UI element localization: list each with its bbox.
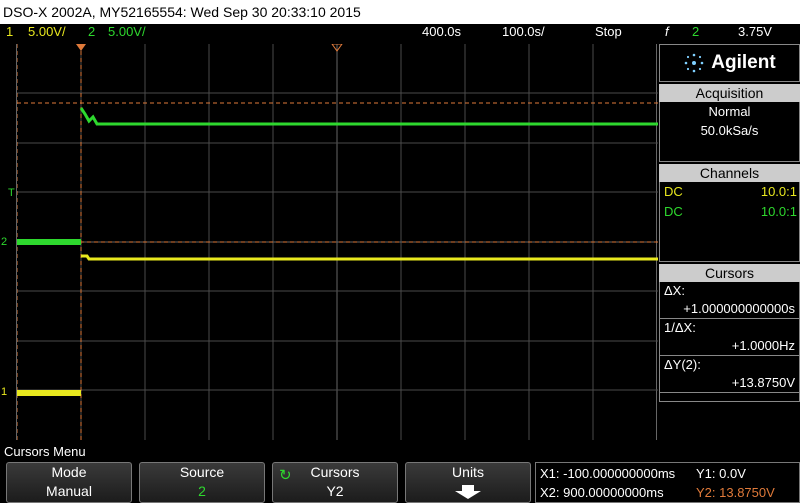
source-softkey[interactable]: Source 2	[139, 462, 265, 503]
y1-readout: Y1: 0.0V	[696, 466, 746, 481]
time-delay[interactable]: 400.0s	[422, 24, 462, 39]
down-arrow-icon	[455, 485, 481, 499]
acquisition-mode: Normal	[708, 104, 751, 119]
ch1-probe: 10.0:1	[760, 184, 797, 199]
channels-header: Channels	[659, 164, 800, 182]
ch1-scale[interactable]: 5.00V/	[28, 24, 66, 39]
cursors-softkey-title: Cursors	[310, 464, 360, 480]
mode-softkey-title: Mode	[51, 464, 87, 480]
ch2-coupling: DC	[664, 204, 683, 219]
graticule	[17, 44, 658, 440]
waveform-display[interactable]	[16, 44, 658, 440]
trigger-level[interactable]: 3.75V	[738, 24, 772, 39]
ch2-probe: 10.0:1	[760, 204, 797, 219]
trigger-level-marker[interactable]: T	[8, 187, 15, 199]
agilent-spark-icon	[684, 53, 704, 73]
time-scale[interactable]: 100.0s/	[502, 24, 545, 39]
acquisition-header: Acquisition	[659, 84, 800, 102]
cursors-softkey-value: Y2	[326, 483, 344, 499]
window-title: DSO-X 2002A, MY52165554: Wed Sep 30 20:3…	[0, 0, 800, 24]
cursors-softkey[interactable]: ↻ Cursors Y2	[272, 462, 398, 503]
rotate-knob-icon: ↻	[279, 467, 292, 484]
ch1-coupling: DC	[664, 184, 683, 199]
x2-readout: X2: 900.00000000ms	[540, 485, 664, 500]
ch1-number[interactable]: 1	[6, 24, 14, 39]
sample-rate: 50.0kSa/s	[700, 123, 759, 138]
ch2-ground-marker[interactable]: 2	[1, 236, 8, 248]
cursors-panel: ΔX: +1.000000000000s 1/ΔX: +1.0000Hz ΔY(…	[659, 282, 800, 402]
units-softkey-title: Units	[452, 464, 484, 480]
ch2-number[interactable]: 2	[88, 24, 96, 39]
ch1-trace	[81, 254, 658, 261]
menu-title: Cursors Menu	[4, 444, 86, 459]
grid-lines	[17, 44, 658, 440]
inv-delta-x-value: +1.0000Hz	[660, 337, 799, 356]
trigger-channel[interactable]: 2	[692, 24, 700, 39]
source-softkey-title: Source	[179, 464, 225, 480]
mode-softkey[interactable]: Mode Manual	[6, 462, 132, 503]
y2-readout: Y2: 13.8750V	[696, 485, 775, 500]
brand-name: Agilent	[711, 52, 776, 73]
inv-delta-x-label: 1/ΔX:	[664, 320, 696, 335]
channels-panel: DC 10.0:1 DC 10.0:1	[659, 182, 800, 262]
delta-y-label: ΔY(2):	[664, 357, 701, 372]
run-state: Stop	[595, 24, 622, 39]
ch2-scale[interactable]: 5.00V/	[108, 24, 146, 39]
side-panel: Agilent Acquisition Normal 50.0kSa/s Cha…	[659, 44, 800, 440]
trigger-position-marker[interactable]	[76, 44, 86, 51]
delta-x-label: ΔX:	[664, 283, 685, 298]
cursor-readout: X1: -100.000000000ms X2: 900.00000000ms …	[535, 462, 800, 503]
ch1-trace-pre	[17, 390, 81, 396]
trigger-edge-icon: f	[665, 24, 669, 39]
units-softkey[interactable]: Units	[405, 462, 531, 503]
delta-y-value: +13.8750V	[660, 374, 799, 393]
mode-softkey-value: Manual	[46, 483, 92, 499]
channel-1-row: DC 10.0:1	[660, 182, 799, 202]
agilent-logo: Agilent	[659, 44, 800, 82]
acquisition-panel: Normal 50.0kSa/s	[659, 102, 800, 162]
ch2-trace	[79, 107, 658, 126]
ch2-trace-pre	[17, 239, 81, 245]
x1-readout: X1: -100.000000000ms	[540, 466, 676, 481]
delta-x-value: +1.000000000000s	[660, 300, 799, 319]
channel-2-row: DC 10.0:1	[660, 202, 799, 222]
cursors-header: Cursors	[659, 264, 800, 282]
ch1-ground-marker[interactable]: 1	[1, 386, 8, 398]
delay-center-marker	[331, 44, 343, 52]
source-softkey-value: 2	[198, 483, 206, 499]
status-bar: 1 5.00V/ 2 5.00V/ 400.0s 100.0s/ Stop f …	[0, 24, 800, 40]
